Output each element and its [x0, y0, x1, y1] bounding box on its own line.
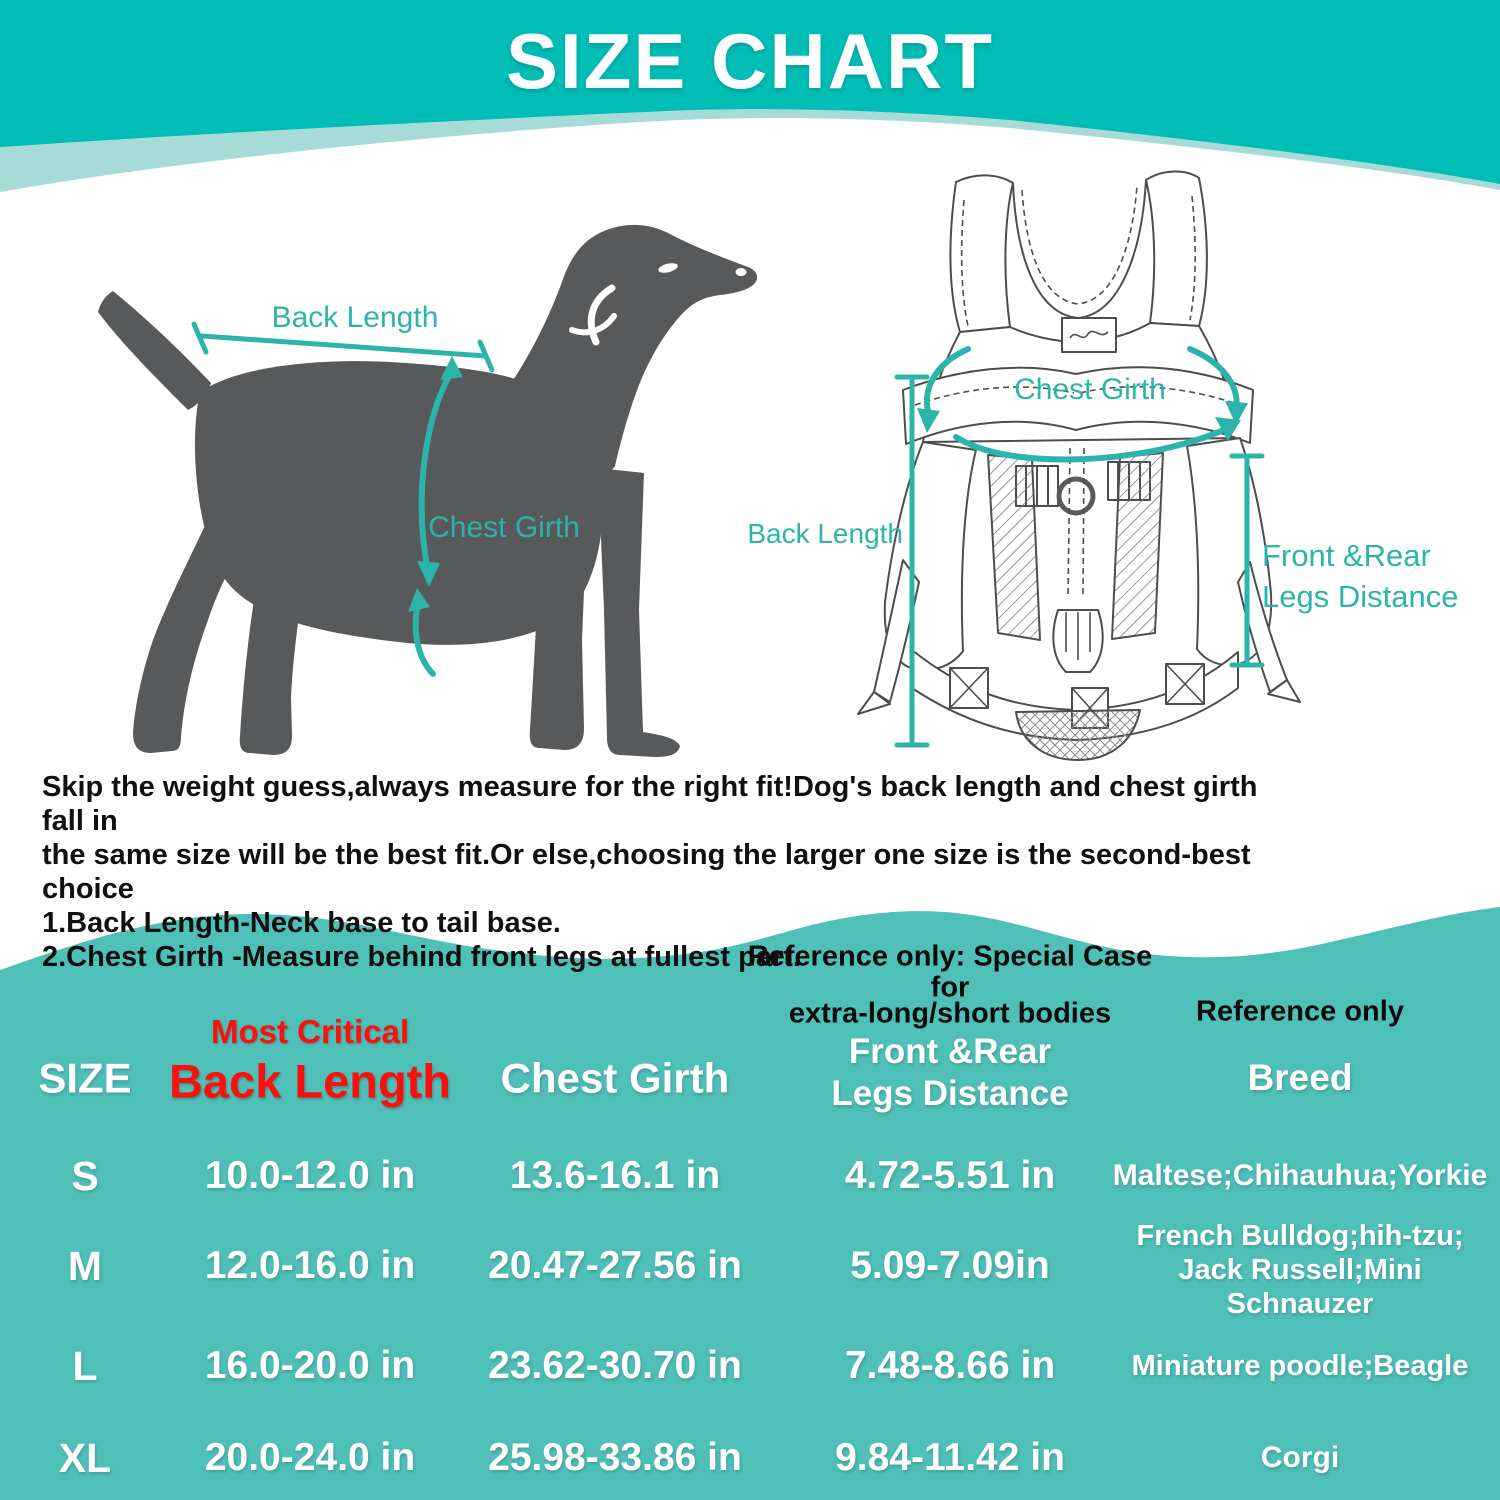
- breed-column-header: Breed: [1247, 1057, 1353, 1099]
- row-xl-back-length: 20.0-24.0 in: [204, 1435, 416, 1479]
- brand-logo-box: [1061, 317, 1117, 353]
- carrier-back-length-label: Back Length: [747, 518, 903, 549]
- legs-distance-column-header-line2: Legs Distance: [831, 1074, 1069, 1114]
- dog-rear-leg-2: [239, 535, 310, 755]
- row-l-breed: Miniature poodle;Beagle: [1131, 1350, 1469, 1382]
- page-title: SIZE CHART: [506, 17, 994, 105]
- dog-measure-arrows: [408, 356, 463, 612]
- back-length-column-header: Back Length: [168, 1054, 452, 1108]
- row-xl-chest-girth: 25.98-33.86 in: [488, 1435, 742, 1479]
- carrier-girth-swoosh: [953, 425, 1231, 463]
- measuring-instructions: Skip the weight guess,always measure for…: [42, 770, 1262, 974]
- row-l-chest-girth: 23.62-30.70 in: [488, 1343, 742, 1387]
- carrier-ring-buckle: [1056, 476, 1096, 516]
- dog-front-leg-2: [529, 463, 589, 750]
- row-s-legs-distance: 4.72-5.51 in: [844, 1153, 1056, 1197]
- instruction-line: the same size will be the best fit.Or el…: [42, 839, 1251, 905]
- row-s-size: S: [71, 1152, 99, 1199]
- row-xl-size: XL: [58, 1434, 112, 1481]
- carrier-sketch: [857, 170, 1301, 761]
- row-m-size: M: [67, 1242, 103, 1289]
- dog-measure-marks: [191, 321, 495, 677]
- dog-tail: [98, 291, 211, 410]
- dog-head: [510, 224, 758, 480]
- row-s-chest-girth: 13.6-16.1 in: [509, 1153, 721, 1197]
- carrier-bottom-pouch: [1015, 709, 1141, 761]
- dog-rear-leg: [133, 515, 239, 753]
- legs-distance-note-line1: Reference only: Special Case for: [747, 940, 1153, 1004]
- instruction-line: 2.Chest Girth -Measure behind front legs…: [42, 941, 801, 973]
- dog-ear-line: [587, 284, 616, 346]
- chest-girth-arc: [418, 367, 455, 575]
- row-m-legs-distance: 5.09-7.09in: [850, 1243, 1050, 1287]
- row-xl-breed: Corgi: [1260, 1441, 1340, 1474]
- carrier-measure-arrows: [917, 401, 1248, 441]
- brand-logo-squiggle: [1069, 330, 1109, 339]
- dog-eye: [658, 263, 678, 273]
- carrier-lower-band: [911, 649, 1239, 741]
- row-s-back-length: 10.0-12.0 in: [204, 1153, 416, 1197]
- size-column-header: SIZE: [38, 1054, 132, 1102]
- dog-back-length-label: Back Length: [271, 301, 439, 334]
- carrier-right-strap: [1145, 170, 1208, 327]
- dog-front-leg: [598, 468, 680, 757]
- carrier-waist-belt: [902, 366, 1254, 445]
- row-m-chest-girth: 20.47-27.56 in: [488, 1243, 742, 1287]
- header-wave: [0, 0, 1500, 192]
- dog-chest-girth-label: Chest Girth: [428, 511, 580, 544]
- legs-distance-column-header-line1: Front &Rear: [848, 1032, 1052, 1072]
- instruction-line: Skip the weight guess,always measure for…: [42, 771, 1258, 837]
- row-xl-legs-distance: 9.84-11.42 in: [835, 1435, 1065, 1479]
- row-s-breed: Maltese;Chihauhua;Yorkie: [1112, 1159, 1488, 1192]
- chest-girth-column-header: Chest Girth: [500, 1054, 730, 1102]
- row-l-legs-distance: 7.48-8.66 in: [844, 1343, 1056, 1387]
- carrier-left-strap: [949, 174, 1014, 333]
- instruction-line: 1.Back Length-Neck base to tail base.: [42, 907, 561, 939]
- breed-note: Reference only: [1196, 995, 1404, 1028]
- row-m-breed: French Bulldog;hih-tzu; Jack Russell;Mini…: [1136, 1220, 1464, 1320]
- row-l-back-length: 16.0-20.0 in: [204, 1343, 416, 1387]
- legs-distance-note-line2: extra-long/short bodies: [788, 997, 1112, 1030]
- carrier-left-mesh: [987, 454, 1041, 641]
- dog-silhouette: [98, 224, 758, 757]
- table-wave: [0, 907, 1500, 1500]
- carrier-right-mesh: [1111, 452, 1164, 640]
- back-length-line: [199, 333, 489, 359]
- row-l-size: L: [72, 1342, 98, 1389]
- dog-nostril: [735, 268, 747, 276]
- carrier-front-rear-label-1: Front &Rear: [1262, 538, 1431, 573]
- row-m-back-length: 12.0-16.0 in: [204, 1243, 416, 1287]
- carrier-front-rear-label-2: Legs Distance: [1262, 579, 1459, 614]
- most-critical-note: Most Critical: [210, 1013, 410, 1051]
- carrier-chest-girth-label: Chest Girth: [1014, 373, 1166, 406]
- dog-neck-line: [569, 313, 617, 336]
